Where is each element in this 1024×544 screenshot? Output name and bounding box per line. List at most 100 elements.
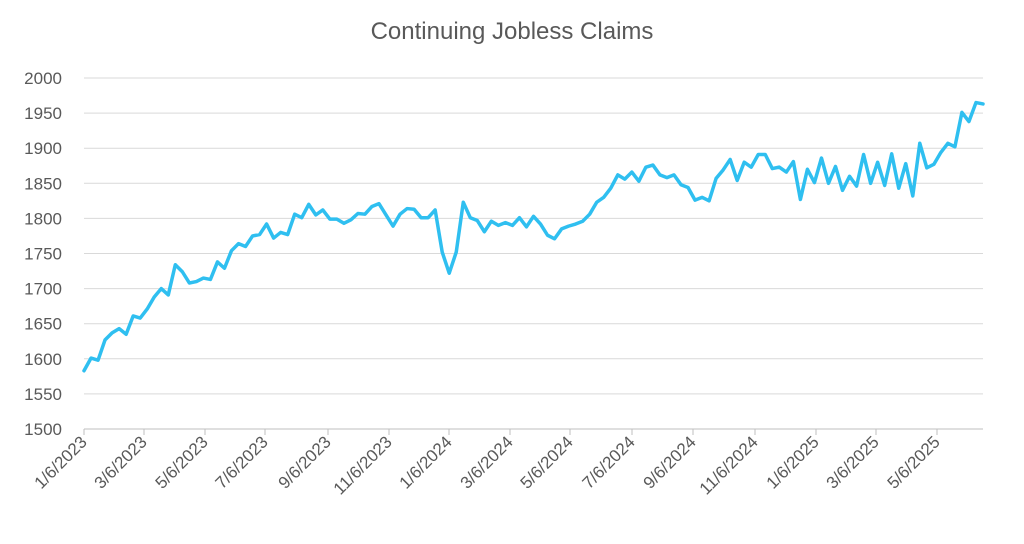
y-tick-label: 1800 xyxy=(24,209,62,228)
data-point xyxy=(567,225,570,228)
data-point xyxy=(97,359,100,362)
data-point xyxy=(104,338,107,341)
data-point xyxy=(841,189,844,192)
data-point xyxy=(328,218,331,221)
data-point xyxy=(553,237,556,240)
data-point xyxy=(560,227,563,230)
data-point xyxy=(813,181,816,184)
data-point xyxy=(918,142,921,145)
data-point xyxy=(785,171,788,174)
data-point xyxy=(687,186,690,189)
data-point xyxy=(602,196,605,199)
x-tick-label: 3/6/2023 xyxy=(91,432,151,492)
data-point xyxy=(764,153,767,156)
data-point xyxy=(216,260,219,263)
data-point xyxy=(862,153,865,156)
data-point xyxy=(694,199,697,202)
data-point xyxy=(167,293,170,296)
data-point xyxy=(230,249,233,252)
x-tick-label: 5/6/2025 xyxy=(884,432,944,492)
data-point xyxy=(595,201,598,204)
data-point xyxy=(848,175,851,178)
x-tick-label: 3/6/2025 xyxy=(823,432,883,492)
data-point xyxy=(139,317,142,320)
data-point xyxy=(118,327,121,330)
data-point xyxy=(146,307,149,310)
x-tick-label: 5/6/2024 xyxy=(517,432,577,492)
y-tick-label: 1550 xyxy=(24,385,62,404)
data-point xyxy=(153,296,156,299)
data-point xyxy=(462,201,465,204)
data-point xyxy=(630,171,633,174)
data-point xyxy=(982,102,985,105)
data-point xyxy=(799,198,802,201)
x-tick-label: 5/6/2023 xyxy=(152,432,212,492)
data-point xyxy=(251,234,254,237)
data-point xyxy=(363,213,366,216)
x-tick-label: 9/6/2024 xyxy=(640,432,700,492)
data-point xyxy=(125,333,128,336)
data-point xyxy=(448,272,451,275)
data-point xyxy=(434,208,437,211)
data-point xyxy=(834,165,837,168)
series-layer xyxy=(82,100,985,373)
data-point xyxy=(356,212,359,215)
data-point xyxy=(504,221,507,224)
data-point xyxy=(455,251,458,254)
data-point xyxy=(406,207,409,210)
data-point xyxy=(272,237,275,240)
y-tick-label: 1950 xyxy=(24,104,62,123)
data-point xyxy=(497,224,500,227)
x-tick-label: 7/6/2023 xyxy=(212,432,272,492)
data-point xyxy=(665,176,668,179)
data-point xyxy=(932,163,935,166)
x-tick-label: 9/6/2023 xyxy=(275,432,335,492)
data-point xyxy=(855,185,858,188)
data-point xyxy=(792,160,795,163)
data-point xyxy=(778,166,781,169)
data-point xyxy=(581,220,584,223)
data-point xyxy=(490,220,493,223)
x-axis-tick-labels: 1/6/2023 3/6/2023 5/6/2023 7/6/2023 9/6/2023… xyxy=(31,429,944,498)
data-point xyxy=(237,242,240,245)
data-point xyxy=(911,194,914,197)
data-point xyxy=(202,277,205,280)
data-point xyxy=(300,216,303,219)
data-point xyxy=(771,167,774,170)
data-point xyxy=(314,213,317,216)
y-tick-label: 2000 xyxy=(24,69,62,88)
data-point xyxy=(209,278,212,281)
y-tick-label: 1850 xyxy=(24,174,62,193)
data-point xyxy=(806,168,809,171)
data-point xyxy=(265,223,268,226)
data-point xyxy=(679,183,682,186)
y-tick-label: 1600 xyxy=(24,350,62,369)
data-point xyxy=(588,213,591,216)
data-point xyxy=(244,245,247,248)
data-point xyxy=(644,166,647,169)
y-axis-tick-labels: 1500 1550 1600 1650 1700 1750 1800 1850 1900 1950… xyxy=(24,69,62,439)
data-point xyxy=(399,213,402,216)
data-point xyxy=(574,223,577,226)
data-point xyxy=(672,173,675,176)
data-point xyxy=(377,202,380,205)
data-point xyxy=(743,161,746,164)
data-point xyxy=(820,157,823,160)
x-tick-label: 1/6/2025 xyxy=(763,432,823,492)
chart-title: Continuing Jobless Claims xyxy=(370,18,654,45)
data-point xyxy=(869,182,872,185)
data-point xyxy=(658,173,661,176)
data-point xyxy=(827,182,830,185)
data-point xyxy=(321,208,324,211)
y-tick-label: 1500 xyxy=(24,420,62,439)
y-tick-label: 1650 xyxy=(24,315,62,334)
y-tick-label: 1700 xyxy=(24,280,62,299)
data-point xyxy=(546,234,549,237)
data-point xyxy=(757,153,760,156)
data-point xyxy=(637,180,640,183)
data-point xyxy=(90,357,93,360)
x-tick-label: 1/6/2024 xyxy=(396,432,456,492)
data-point xyxy=(413,208,416,211)
data-point xyxy=(483,230,486,233)
